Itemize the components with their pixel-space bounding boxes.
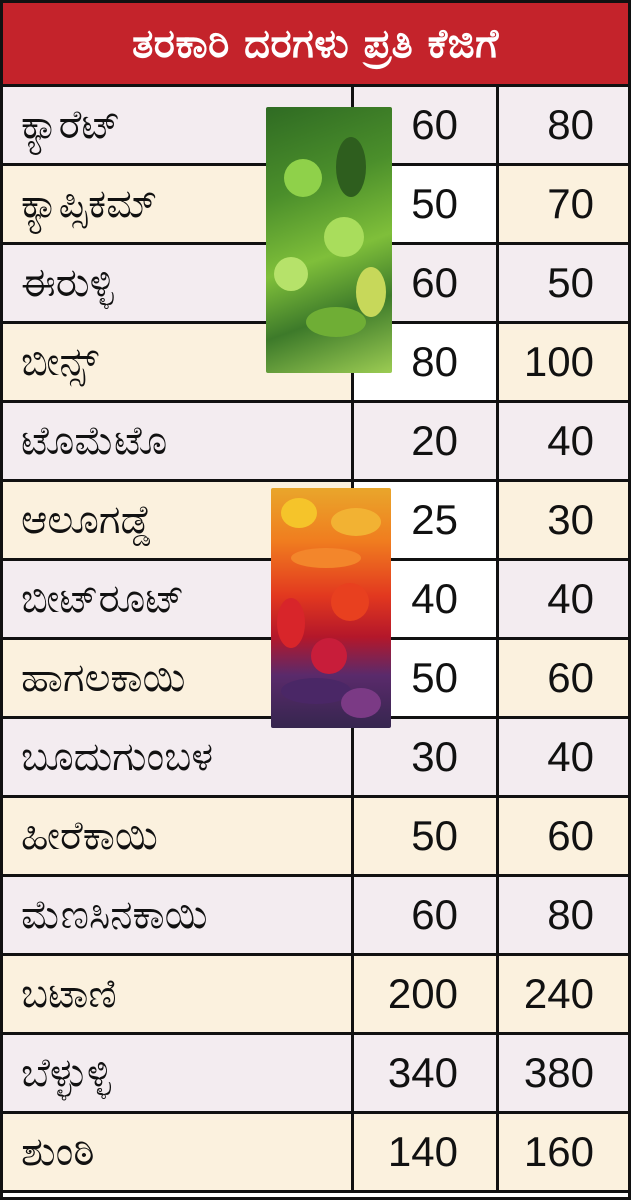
price-value-2: 160 [496, 1114, 628, 1190]
price-value-2: 80 [496, 877, 628, 953]
price-value-1: 50 [351, 798, 496, 874]
table-row: ಬೂದುಗುಂಬಳ 30 40 [3, 719, 628, 798]
title-bar: ತರಕಾರಿ ದರಗಳು ಪ್ರತಿ ಕೆಜಿಗೆ [3, 3, 628, 87]
price-value-2: 100 [496, 324, 628, 400]
vegetable-name: ಕ್ಯಾಪ್ಸಿಕಮ್ [21, 181, 158, 227]
price-value-1: 20 [351, 403, 496, 479]
table-row: ಬಟಾಣಿ 200 240 [3, 956, 628, 1035]
vegetable-name: ಹಾಗಲಕಾಯಿ [21, 655, 186, 701]
price-value-2: 30 [496, 482, 628, 558]
green-vegetables-photo [266, 107, 392, 373]
price-value-2: 40 [496, 561, 628, 637]
table-row: ಹೀರೆಕಾಯಿ 50 60 [3, 798, 628, 877]
vegetable-name: ಈರುಳ್ಳಿ [21, 260, 114, 306]
table-row: ಬೆಳ್ಳುಳ್ಳಿ 340 380 [3, 1035, 628, 1114]
vegetable-name: ಬಟಾಣಿ [21, 971, 117, 1017]
vegetable-name: ಮೆಣಸಿನಕಾಯಿ [21, 892, 208, 938]
price-value-2: 50 [496, 245, 628, 321]
vegetable-name: ಟೊಮೆಟೊ [21, 418, 168, 464]
table-title: ತರಕಾರಿ ದರಗಳು ಪ್ರತಿ ಕೆಜಿಗೆ [132, 20, 499, 67]
vegetable-name: ಬೀನ್ಸ್ [21, 339, 99, 385]
vegetable-name: ಬೂದುಗುಂಬಳ [21, 734, 214, 780]
price-value-2: 70 [496, 166, 628, 242]
price-value-1: 140 [351, 1114, 496, 1190]
price-value-2: 60 [496, 798, 628, 874]
price-value-1: 200 [351, 956, 496, 1032]
price-value-2: 380 [496, 1035, 628, 1111]
vegetable-name: ಹೀರೆಕಾಯಿ [21, 813, 158, 859]
price-value-2: 40 [496, 719, 628, 795]
vegetable-name: ಕ್ಯಾರೆಟ್ [21, 102, 121, 148]
price-value-1: 340 [351, 1035, 496, 1111]
price-value-2: 60 [496, 640, 628, 716]
table-row: ಟೊಮೆಟೊ 20 40 [3, 403, 628, 482]
vegetable-name: ಆಲೂಗಡ್ಡೆ [21, 497, 153, 543]
price-value-2: 40 [496, 403, 628, 479]
price-value-1: 30 [351, 719, 496, 795]
colorful-vegetables-photo [271, 488, 391, 728]
price-value-2: 240 [496, 956, 628, 1032]
price-value-1: 60 [351, 877, 496, 953]
vegetable-name: ಶುಂಠಿ [21, 1129, 95, 1175]
table-row: ಶುಂಠಿ 140 160 [3, 1114, 628, 1193]
vegetable-name: ಬೆಳ್ಳುಳ್ಳಿ [21, 1050, 112, 1096]
price-value-2: 80 [496, 87, 628, 163]
vegetable-name: ಬೀಟ್‌ರೂಟ್ [21, 576, 185, 622]
table-row: ಮೆಣಸಿನಕಾಯಿ 60 80 [3, 877, 628, 956]
